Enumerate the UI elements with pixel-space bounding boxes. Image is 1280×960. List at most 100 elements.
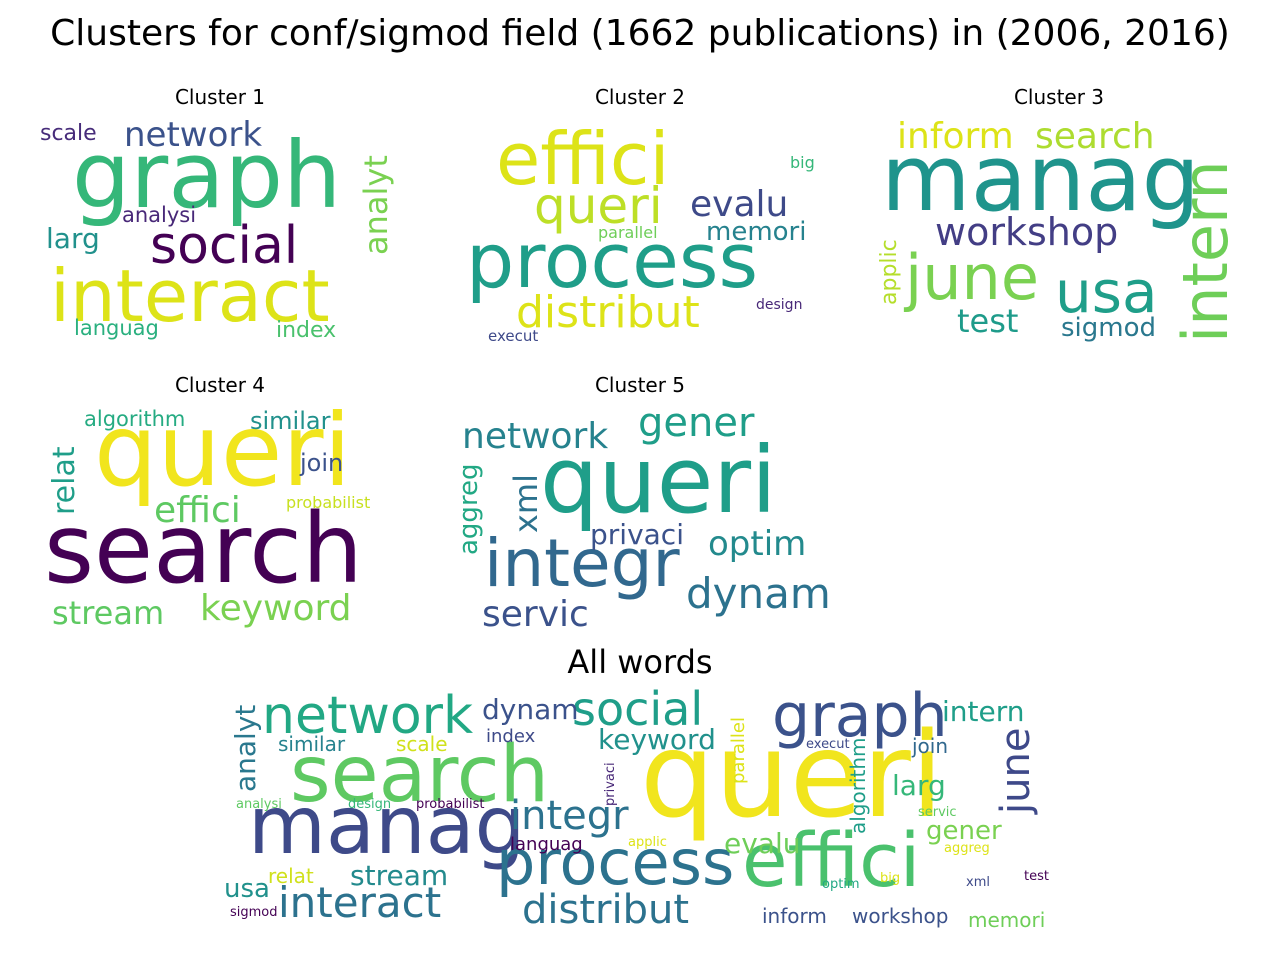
word-servic: servic bbox=[918, 805, 957, 820]
word-parallel: parallel bbox=[598, 223, 658, 242]
word-interact: interact bbox=[278, 878, 442, 927]
word-index: index bbox=[276, 318, 337, 343]
word-effici: effici bbox=[154, 490, 241, 531]
word-sigmod: sigmod bbox=[1061, 313, 1157, 343]
cluster-2-panel: Cluster 2 effici process queri distribut… bbox=[450, 85, 830, 350]
word-execut: execut bbox=[488, 327, 539, 345]
cluster-4-title: Cluster 4 bbox=[174, 373, 266, 397]
word-memori: memori bbox=[968, 908, 1046, 932]
word-big: big bbox=[880, 871, 901, 886]
word-memori: memori bbox=[706, 217, 807, 247]
word-analysi: analysi bbox=[236, 797, 282, 812]
word-optim: optim bbox=[822, 877, 860, 892]
word-june: june bbox=[905, 241, 1039, 314]
word-graph: graph bbox=[72, 122, 342, 229]
word-inform: inform bbox=[897, 116, 1014, 157]
cluster-5-title: Cluster 5 bbox=[594, 373, 686, 397]
word-relat: relat bbox=[47, 446, 82, 515]
word-search: search bbox=[1035, 116, 1155, 157]
cluster-1-title: Cluster 1 bbox=[174, 85, 266, 109]
word-interact: interact bbox=[50, 254, 330, 338]
word-usa: usa bbox=[224, 874, 270, 904]
word-stream: stream bbox=[52, 594, 165, 632]
all-words-wordcloud: queri search manag effici process graph … bbox=[220, 686, 1060, 936]
word-scale: scale bbox=[396, 732, 448, 756]
cluster-4-panel: Cluster 4 queri search effici keyword st… bbox=[30, 373, 410, 638]
word-parallel: parallel bbox=[728, 717, 749, 784]
cluster-5-wordcloud: queri integr network gener xml aggreg pr… bbox=[450, 400, 831, 638]
word-integr: integr bbox=[510, 793, 629, 839]
word-relat: relat bbox=[268, 864, 314, 888]
word-evalu: evalu bbox=[724, 827, 801, 860]
cluster-2-title: Cluster 2 bbox=[594, 85, 686, 109]
word-workshop: workshop bbox=[935, 210, 1119, 254]
word-languag: languag bbox=[510, 834, 583, 855]
word-aggreg: aggreg bbox=[454, 463, 484, 555]
word-queri: queri bbox=[640, 706, 944, 844]
word-stream: stream bbox=[350, 859, 449, 892]
word-evalu: evalu bbox=[690, 184, 789, 225]
word-similar: similar bbox=[250, 407, 331, 435]
cluster-1-panel: Cluster 1 graph interact social network … bbox=[30, 85, 410, 350]
word-scale: scale bbox=[40, 121, 97, 146]
cluster-3-wordcloud: manag intern inform search workshop june… bbox=[869, 115, 1249, 350]
word-manag: manag bbox=[248, 779, 526, 872]
word-execut: execut bbox=[806, 737, 850, 752]
word-network: network bbox=[124, 115, 263, 155]
word-xml: xml bbox=[507, 474, 545, 533]
word-algorithm: algorithm bbox=[846, 737, 870, 834]
word-analyt: analyt bbox=[229, 704, 262, 792]
figure-title: Clusters for conf/sigmod field (1662 pub… bbox=[50, 13, 1230, 54]
word-process: process bbox=[466, 216, 759, 305]
word-analysi: analysi bbox=[122, 203, 197, 227]
word-languag: languag bbox=[74, 316, 159, 340]
word-queri: queri bbox=[94, 392, 352, 509]
word-privaci: privaci bbox=[603, 762, 618, 806]
word-process: process bbox=[496, 826, 735, 899]
all-words-panel: All words queri search manag effici proc… bbox=[220, 644, 1060, 940]
word-search: search bbox=[44, 493, 363, 605]
cluster-5-panel: Cluster 5 queri integr network gener xml… bbox=[450, 373, 831, 638]
word-sigmod: sigmod bbox=[230, 905, 278, 920]
word-join: join bbox=[912, 734, 949, 758]
cluster-1-wordcloud: graph interact social network analyt lar… bbox=[30, 115, 410, 350]
word-distribut: distribut bbox=[516, 287, 700, 338]
word-keyword: keyword bbox=[598, 723, 716, 756]
word-privaci: privaci bbox=[590, 518, 684, 551]
word-manag: manag bbox=[881, 125, 1201, 232]
word-social: social bbox=[572, 682, 704, 736]
word-search: search bbox=[290, 730, 550, 820]
word-social: social bbox=[150, 216, 299, 276]
word-big: big bbox=[790, 153, 815, 172]
word-analyt: analyt bbox=[357, 155, 395, 255]
word-network: network bbox=[262, 686, 474, 746]
word-larg: larg bbox=[46, 222, 100, 255]
word-queri: queri bbox=[534, 177, 663, 235]
word-design: design bbox=[348, 797, 392, 812]
word-test: test bbox=[957, 302, 1019, 340]
cluster-4-wordcloud: queri search effici keyword stream relat… bbox=[30, 392, 410, 638]
word-applic: applic bbox=[628, 835, 667, 850]
word-design: design bbox=[756, 297, 803, 313]
word-intern: intern bbox=[942, 695, 1025, 728]
word-integr: integr bbox=[484, 525, 680, 602]
cluster-2-wordcloud: effici process queri distribut evalu mem… bbox=[450, 115, 830, 350]
cluster-3-panel: Cluster 3 manag intern inform search wor… bbox=[869, 85, 1249, 350]
word-gener: gener bbox=[638, 400, 755, 446]
word-probabilist: probabilist bbox=[416, 797, 485, 812]
word-keyword: keyword bbox=[200, 588, 352, 629]
word-dynam: dynam bbox=[686, 569, 831, 618]
word-distribut: distribut bbox=[522, 887, 690, 933]
word-probabilist: probabilist bbox=[286, 493, 371, 512]
word-join: join bbox=[300, 449, 344, 477]
all-words-title: All words bbox=[567, 643, 713, 681]
word-applic: applic bbox=[877, 239, 902, 305]
word-graph: graph bbox=[772, 681, 948, 751]
word-june: june bbox=[993, 727, 1039, 814]
word-index: index bbox=[486, 726, 536, 747]
word-algorithm: algorithm bbox=[84, 407, 186, 431]
word-queri: queri bbox=[540, 427, 777, 534]
word-intern: intern bbox=[1169, 160, 1242, 343]
word-inform: inform bbox=[762, 904, 827, 928]
word-dynam: dynam bbox=[482, 693, 579, 726]
